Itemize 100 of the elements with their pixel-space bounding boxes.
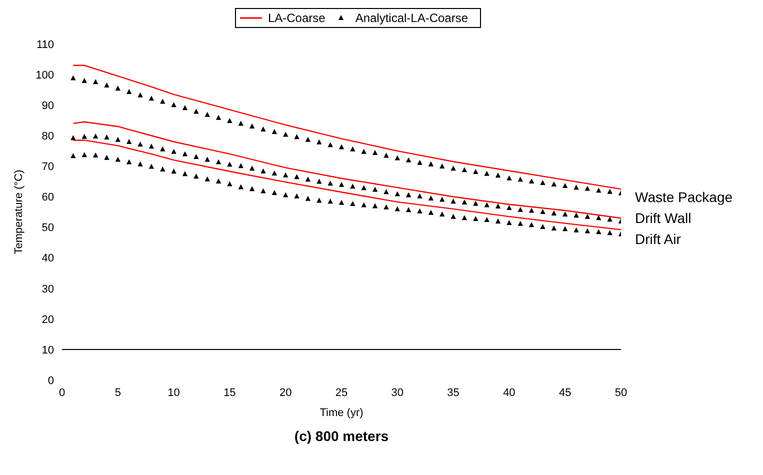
point: [126, 159, 132, 164]
point: [115, 156, 120, 162]
x-tick-label: 30: [391, 386, 404, 399]
point: [450, 198, 456, 204]
point: [338, 144, 344, 150]
point: [540, 209, 546, 214]
point: [584, 228, 590, 234]
point: [495, 204, 501, 208]
line-series: [72, 64, 621, 190]
point: [406, 192, 412, 198]
point: [484, 216, 490, 222]
x-tick-label: 45: [558, 386, 572, 399]
point: [361, 148, 366, 154]
point: [316, 178, 322, 184]
point: [249, 166, 255, 171]
point: [506, 175, 512, 180]
point: [428, 210, 434, 215]
point: [540, 224, 546, 229]
point: [238, 184, 244, 190]
point: [551, 225, 557, 230]
x-tick-label: 15: [224, 386, 236, 399]
point: [104, 134, 110, 140]
point: [338, 182, 344, 187]
point: [518, 206, 523, 212]
point: [204, 176, 210, 182]
text: Drift Air: [635, 230, 681, 248]
point: [562, 226, 568, 232]
point: [350, 184, 356, 189]
point: [372, 203, 378, 208]
point: [82, 78, 87, 83]
point: [328, 180, 333, 186]
point: [484, 202, 490, 208]
point: [249, 186, 255, 192]
x-tick-label: 10: [168, 386, 180, 399]
point: [607, 230, 612, 236]
point: [607, 216, 612, 222]
point: [518, 176, 523, 182]
point: [562, 211, 568, 216]
point: [596, 229, 602, 234]
x-tick-label: 25: [335, 386, 348, 399]
point: [574, 184, 579, 190]
y-tick-label: 20: [42, 314, 54, 326]
y-tick-label: 100: [36, 69, 54, 82]
point: [584, 186, 590, 191]
y-tick-label: 0: [48, 374, 54, 387]
point: [148, 164, 154, 169]
point: [70, 75, 76, 80]
point: [227, 118, 232, 123]
point: [160, 166, 166, 172]
point: [528, 178, 534, 184]
point: [138, 141, 143, 146]
y-axis-title: Temperature (°C): [12, 170, 25, 254]
point: [160, 146, 166, 152]
x-axis-title: Time (yr): [320, 407, 364, 419]
point: [182, 151, 188, 156]
point: [440, 211, 445, 216]
point: [417, 193, 422, 198]
point: [394, 206, 400, 212]
point: [204, 112, 210, 117]
point: [227, 181, 232, 186]
point: [495, 172, 501, 178]
point: [394, 191, 400, 196]
point: [473, 216, 478, 222]
point: [551, 182, 557, 187]
point: [596, 188, 602, 193]
x-tick-label: 50: [614, 386, 628, 399]
point: [473, 200, 478, 206]
point: [171, 148, 176, 154]
y-tick-label: 50: [42, 222, 54, 234]
point: [574, 212, 579, 218]
point: [148, 144, 154, 149]
point: [562, 183, 568, 188]
point: [384, 189, 389, 194]
point: [115, 136, 120, 142]
point: [82, 134, 87, 139]
point: [249, 123, 255, 128]
point: [92, 79, 98, 84]
point: [417, 160, 422, 165]
point: [283, 172, 288, 178]
point: [528, 208, 534, 213]
point: [260, 126, 266, 132]
point: [372, 186, 378, 192]
point: [126, 88, 132, 94]
point: [182, 105, 188, 110]
point: [104, 154, 110, 160]
point: [148, 96, 154, 101]
text: Drift Wall: [635, 209, 692, 227]
point: [260, 188, 266, 194]
x-tick-label: 0: [58, 386, 66, 399]
point: [350, 201, 356, 206]
point: [92, 134, 98, 139]
point: [406, 157, 412, 162]
point: [194, 174, 199, 179]
x-tick-label: 5: [114, 386, 121, 399]
y-tick-label: 90: [42, 100, 54, 112]
point: [361, 202, 366, 208]
y-tick-label: 40: [42, 252, 54, 265]
point: [283, 192, 288, 198]
point: [216, 114, 222, 120]
point: [138, 161, 143, 166]
